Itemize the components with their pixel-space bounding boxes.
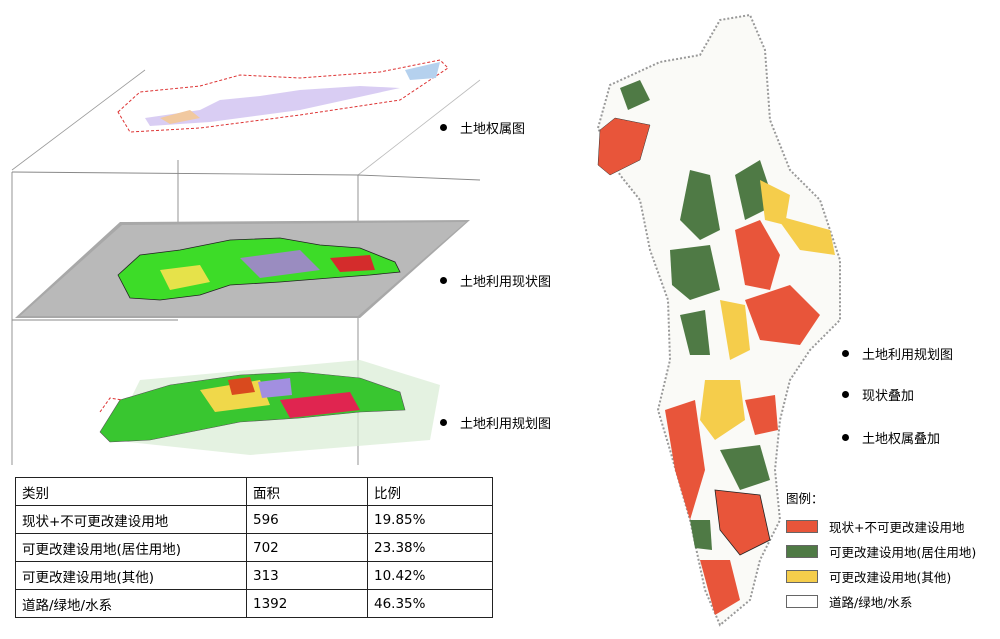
table-row: 现状+不可更改建设用地 596 19.85% xyxy=(15,505,493,534)
label-text: 土地利用规划图 xyxy=(862,348,954,363)
label-text: 土地利用现状图 xyxy=(460,275,552,290)
table-row: 可更改建设用地(其他) 313 10.42% xyxy=(15,561,493,590)
cell: 可更改建设用地(其他) xyxy=(15,561,247,590)
bullet-icon xyxy=(842,434,849,441)
ownership-layer xyxy=(11,59,481,176)
planning-layer xyxy=(99,360,440,455)
swatch-icon xyxy=(786,595,818,608)
label-text: 土地权属图 xyxy=(460,122,526,137)
map-label-planning: 土地利用规划图 xyxy=(842,344,953,363)
cell: 23.38% xyxy=(367,533,493,562)
legend-item: 道路/绿地/水系 xyxy=(786,589,976,614)
legend-item: 可更改建设用地(居住用地) xyxy=(786,539,976,564)
cell: 1392 xyxy=(246,589,368,618)
cell: 46.35% xyxy=(367,589,493,618)
cell: 可更改建设用地(居住用地) xyxy=(15,533,247,562)
land-area-table: 类别 面积 比例 现状+不可更改建设用地 596 19.85% 可更改建设用地(居住… xyxy=(15,477,493,618)
swatch-icon xyxy=(786,520,818,533)
planning-overlay-map xyxy=(596,13,841,627)
swatch-icon xyxy=(786,545,818,558)
table-row: 道路/绿地/水系 1392 46.35% xyxy=(15,589,493,618)
legend-title: 图例： xyxy=(786,491,824,506)
legend-label: 可更改建设用地(居住用地) xyxy=(829,545,977,560)
map-legend: 图例： 现状+不可更改建设用地 可更改建设用地(居住用地) 可更改建设用地(其他… xyxy=(786,488,976,614)
label-text: 土地利用规划图 xyxy=(460,417,552,432)
table-row: 可更改建设用地(居住用地) 702 23.38% xyxy=(15,533,493,562)
layer-label-current-use: 土地利用现状图 xyxy=(440,271,551,290)
bullet-icon xyxy=(440,277,447,284)
current-use-layer xyxy=(15,220,470,318)
cell: 19.85% xyxy=(367,505,493,534)
cell: 313 xyxy=(246,561,368,590)
legend-item: 现状+不可更改建设用地 xyxy=(786,514,976,539)
cell: 702 xyxy=(246,533,368,562)
cell: 596 xyxy=(246,505,368,534)
legend-item: 可更改建设用地(其他) xyxy=(786,564,976,589)
legend-label: 现状+不可更改建设用地 xyxy=(829,520,965,535)
bullet-icon xyxy=(842,391,849,398)
bullet-icon xyxy=(440,419,447,426)
label-text: 土地权属叠加 xyxy=(862,432,941,447)
header-area: 面积 xyxy=(246,477,368,506)
bullet-icon xyxy=(842,350,849,357)
legend-label: 可更改建设用地(其他) xyxy=(829,570,952,585)
swatch-icon xyxy=(786,570,818,583)
map-label-ownership-overlay: 土地权属叠加 xyxy=(842,428,940,447)
table-header: 类别 面积 比例 xyxy=(15,477,493,506)
layer-label-ownership: 土地权属图 xyxy=(440,118,525,137)
label-text: 现状叠加 xyxy=(862,389,915,404)
stack-frame xyxy=(11,160,481,465)
legend-label: 道路/绿地/水系 xyxy=(829,595,913,610)
cell: 现状+不可更改建设用地 xyxy=(15,505,247,534)
cell: 10.42% xyxy=(367,561,493,590)
map-label-current-overlay: 现状叠加 xyxy=(842,385,914,404)
bullet-icon xyxy=(440,124,447,131)
cell: 道路/绿地/水系 xyxy=(15,589,247,618)
header-category: 类别 xyxy=(15,477,247,506)
layer-label-planning: 土地利用规划图 xyxy=(440,413,551,432)
header-ratio: 比例 xyxy=(367,477,493,506)
